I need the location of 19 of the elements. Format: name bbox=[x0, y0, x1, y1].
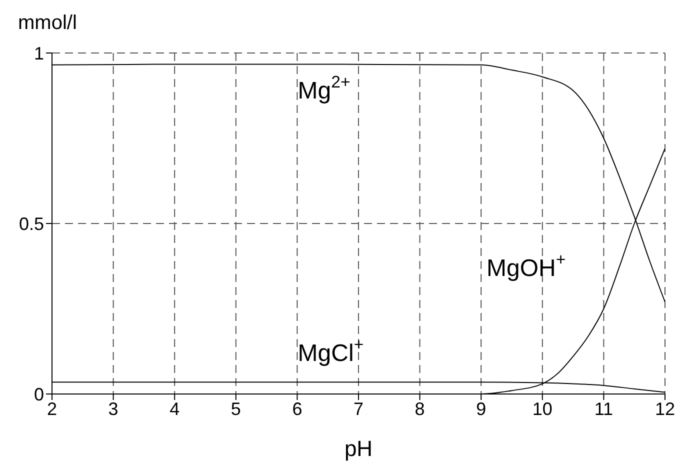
x-tick-label: 8 bbox=[414, 398, 425, 419]
x-tick-label: 10 bbox=[532, 398, 552, 419]
x-tick-label: 12 bbox=[654, 398, 675, 419]
y-axis-title: mmol/l bbox=[18, 12, 77, 35]
x-axis-title: pH bbox=[344, 436, 373, 461]
x-tick-label: 9 bbox=[476, 398, 486, 419]
series-label: MgCl$^{+}$ bbox=[298, 335, 364, 368]
x-tick-label: 7 bbox=[353, 398, 364, 419]
y-tick-label: 0.5 bbox=[18, 214, 44, 234]
x-tick-label: 4 bbox=[170, 398, 180, 419]
y-tick-label: 1 bbox=[34, 43, 44, 64]
series-label: MgOH$^{+}$ bbox=[486, 250, 566, 282]
series-label: Mg$^{2+}$ bbox=[298, 72, 350, 105]
x-tick-label: 3 bbox=[108, 398, 118, 419]
x-tick-label: 2 bbox=[46, 398, 58, 419]
x-tick-label: 6 bbox=[292, 398, 302, 419]
y-tick-label: 0 bbox=[34, 384, 44, 404]
x-tick-label: 5 bbox=[230, 398, 241, 419]
x-tick-label: 11 bbox=[594, 398, 614, 419]
